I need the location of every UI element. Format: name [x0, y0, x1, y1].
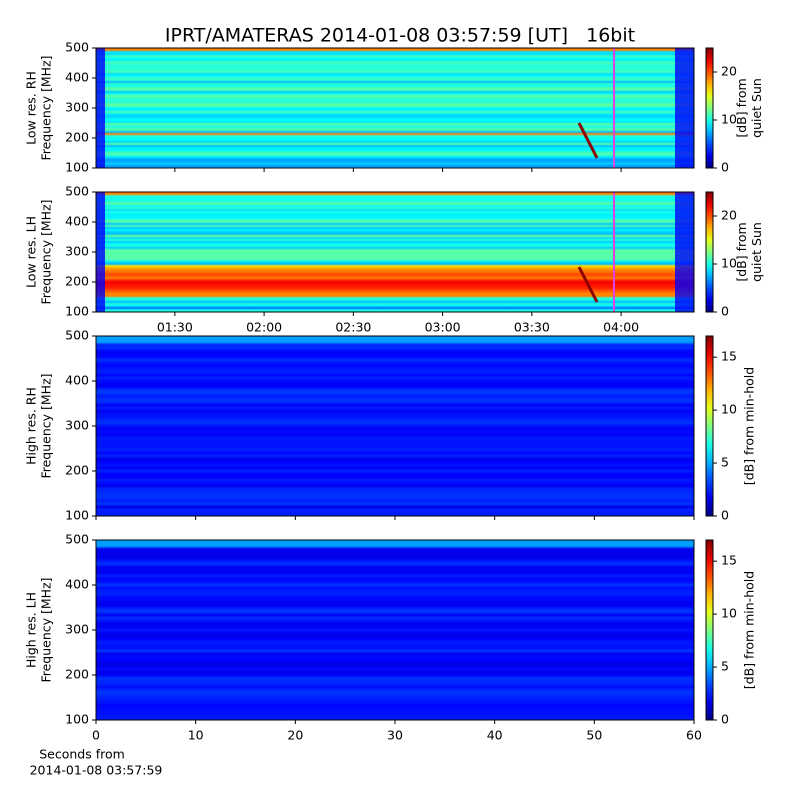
x-tick-label: 30	[387, 728, 403, 743]
spectrogram	[96, 192, 694, 312]
y-axis-label: Low res. LH	[24, 216, 39, 288]
y-axis-label: High res. RH	[24, 387, 39, 465]
colorbar-tick-label: 20	[721, 208, 737, 223]
colorbar-label: [dB] from	[734, 78, 749, 137]
colorbar-tick-label: 15	[721, 553, 737, 568]
y-tick-label: 400	[65, 214, 89, 229]
y-tick-label: 100	[65, 304, 89, 319]
y-axis-label: Frequency [MHz]	[39, 373, 54, 478]
colorbar-tick-label: 5	[721, 455, 729, 470]
x-tick-label: 04:00	[603, 320, 639, 335]
x-tick-label: 20	[287, 728, 303, 743]
x-tick-label: 02:00	[246, 320, 282, 335]
spectrogram	[96, 48, 694, 168]
y-axis-label: High res. LH	[24, 592, 39, 668]
y-tick-label: 100	[65, 508, 89, 523]
x-tick-label: 01:30	[157, 320, 193, 335]
y-tick-label: 200	[65, 274, 89, 289]
y-tick-label: 300	[65, 100, 89, 115]
x-tick-label: 03:00	[425, 320, 461, 335]
y-tick-label: 500	[65, 328, 89, 343]
colorbar-tick-label: 0	[721, 304, 729, 319]
spectrogram-edge	[96, 48, 105, 168]
y-tick-label: 100	[65, 160, 89, 175]
y-tick-label: 200	[65, 667, 89, 682]
colorbar-label: [dB] from min-hold	[742, 367, 757, 485]
colorbar	[705, 191, 714, 313]
x-tick-label: 03:30	[514, 320, 550, 335]
y-tick-label: 500	[65, 532, 89, 547]
y-axis-label: Frequency [MHz]	[39, 577, 54, 682]
y-tick-label: 200	[65, 463, 89, 478]
spectrogram	[96, 540, 694, 720]
x-axis-label: Seconds from	[39, 747, 125, 762]
y-tick-label: 400	[65, 70, 89, 85]
y-tick-label: 300	[65, 622, 89, 637]
colorbar-tick-label: 5	[721, 659, 729, 674]
colorbar-tick-label: 0	[721, 160, 729, 175]
y-tick-label: 300	[65, 418, 89, 433]
x-tick-label: 60	[686, 728, 702, 743]
y-tick-label: 500	[65, 184, 89, 199]
spectrogram-edge	[96, 192, 105, 312]
burst-feature	[577, 122, 599, 159]
colorbar-tick-label: 10	[721, 606, 737, 621]
colorbar-tick-label: 0	[721, 712, 729, 727]
x-tick-label: 50	[586, 728, 602, 743]
colorbar-tick-label: 0	[721, 508, 729, 523]
y-axis-label: Frequency [MHz]	[39, 55, 54, 160]
x-tick-label: 10	[188, 728, 204, 743]
x-tick-label: 02:30	[335, 320, 371, 335]
chart-title: IPRT/AMATERAS 2014-01-08 03:57:59 [UT] 1…	[165, 25, 635, 47]
y-tick-label: 500	[65, 40, 89, 55]
y-tick-label: 100	[65, 712, 89, 727]
colorbar-tick-label: 10	[721, 112, 737, 127]
colorbar-tick-label: 20	[721, 64, 737, 79]
colorbar-label: [dB] from min-hold	[742, 571, 757, 689]
colorbar-label: quiet Sun	[749, 78, 764, 138]
x-axis-label: 2014-01-08 03:57:59	[30, 763, 163, 778]
colorbar-tick-label: 15	[721, 349, 737, 364]
y-tick-label: 300	[65, 244, 89, 259]
colorbar	[705, 335, 714, 517]
spectrogram	[96, 336, 694, 516]
colorbar-tick-label: 10	[721, 402, 737, 417]
colorbar-label: [dB] from	[734, 222, 749, 281]
y-tick-label: 200	[65, 130, 89, 145]
y-tick-label: 400	[65, 577, 89, 592]
y-axis-label: Low res. RH	[24, 71, 39, 145]
spectrogram-edge	[675, 48, 694, 168]
burst-feature	[577, 266, 599, 303]
colorbar	[705, 539, 714, 721]
y-axis-label: Frequency [MHz]	[39, 199, 54, 304]
colorbar	[705, 47, 714, 169]
colorbar-tick-label: 10	[721, 256, 737, 271]
y-tick-label: 400	[65, 373, 89, 388]
colorbar-label: quiet Sun	[749, 222, 764, 282]
spectrogram-edge	[675, 192, 694, 312]
x-tick-label: 0	[92, 728, 100, 743]
x-tick-label: 40	[487, 728, 503, 743]
